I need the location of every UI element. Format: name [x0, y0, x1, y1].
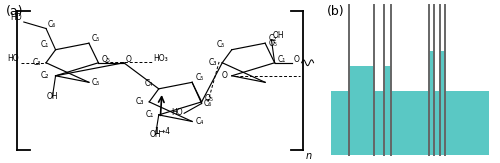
Bar [384, 66, 391, 155]
Text: HO: HO [10, 13, 22, 22]
Text: 1→4: 1→4 [154, 127, 170, 136]
Text: C₃: C₃ [209, 58, 218, 67]
Bar [349, 66, 374, 155]
Text: O: O [126, 55, 132, 64]
Text: C₅: C₅ [196, 73, 203, 82]
Text: OH: OH [46, 92, 58, 101]
Bar [440, 51, 445, 155]
Text: O: O [294, 55, 300, 64]
Text: C₃: C₃ [33, 58, 42, 67]
Text: C₃: C₃ [136, 97, 144, 106]
Text: OH: OH [273, 31, 284, 40]
Text: C₅: C₅ [217, 40, 226, 49]
Text: HO: HO [8, 54, 19, 63]
Text: C₆: C₆ [203, 99, 211, 108]
Text: O₅: O₅ [268, 39, 278, 48]
Text: C₁: C₁ [146, 110, 154, 119]
Text: HO₃: HO₃ [154, 54, 168, 63]
Text: (b): (b) [327, 5, 345, 18]
Bar [429, 51, 434, 155]
Text: C₅: C₅ [92, 34, 100, 43]
Text: n: n [306, 151, 312, 161]
Text: C₆: C₆ [48, 20, 56, 29]
Text: C₁: C₁ [41, 40, 49, 49]
Text: C₄: C₄ [196, 117, 203, 126]
Text: C₄: C₄ [144, 79, 152, 88]
Text: C₁: C₁ [278, 55, 286, 64]
Text: C₅: C₅ [92, 78, 100, 87]
Text: (a): (a) [6, 5, 24, 18]
Text: HO: HO [171, 108, 182, 117]
Text: OH: OH [150, 130, 162, 139]
Text: O₅: O₅ [102, 55, 110, 64]
Text: C₂: C₂ [268, 34, 276, 43]
Bar [331, 91, 489, 155]
Text: O: O [221, 71, 227, 80]
Text: O₅: O₅ [205, 94, 214, 103]
Text: C₂: C₂ [41, 71, 49, 80]
